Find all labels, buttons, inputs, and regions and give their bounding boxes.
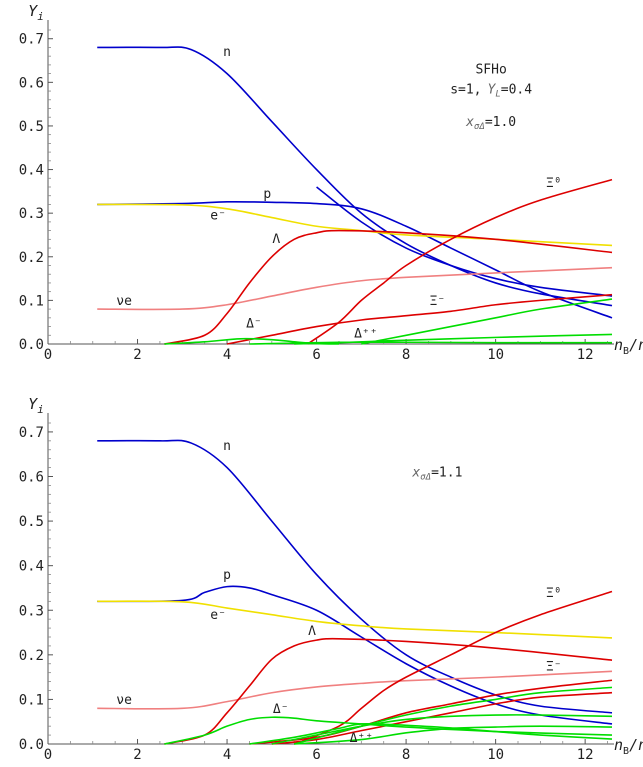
y-tick-label: 0.6 [19,75,44,91]
curve-label: Λ [308,624,316,639]
curve-label: Δ⁻ [273,702,289,717]
x-tick-label: 8 [402,347,410,363]
y-tick-label: 0.1 [19,692,44,708]
x-tick-label: 8 [402,747,410,763]
curve-label: n [223,45,231,60]
y-tick-label: 0.6 [19,470,44,486]
curve-label: νe [116,294,132,309]
y-tick-label: 0.3 [19,206,44,222]
curve-label: e⁻ [210,209,226,224]
series-line [271,714,613,745]
series-line [307,178,613,345]
series-line [97,46,613,307]
curve-label: p [263,187,271,202]
y-tick-label: 0.7 [19,425,44,441]
series-line [249,341,613,345]
y-tick-label: 0.4 [19,559,44,575]
series-line [97,203,613,247]
y-tick-label: 0.7 [19,32,44,48]
y-tick-label: 0.0 [19,737,44,753]
x-tick-label: 4 [223,347,231,363]
curve-label: Λ [272,232,280,247]
series-line [97,266,613,311]
curve-label: Ξ⁰ [546,176,562,191]
curve-label: n [223,439,231,454]
series-line [226,293,613,345]
curve-label: Ξ⁻ [430,294,446,309]
x-tick-label: 4 [223,747,231,763]
y-tick-label: 0.5 [19,514,44,530]
x-tick-label: 12 [577,747,594,763]
curve-label: e⁻ [210,608,226,623]
curve-label: Δ⁻ [246,316,262,331]
x-tick-label: 2 [133,747,141,763]
y-tick-label: 0.0 [19,337,44,353]
y-tick-label: 0.2 [19,648,44,664]
series-line [164,637,613,745]
series-line [97,200,613,319]
x-tick-label: 2 [133,347,141,363]
y-axis-label: Yi [28,395,44,416]
series-line [249,679,613,745]
series-line [97,439,613,714]
x-tick-label: 6 [312,347,320,363]
series-line [294,725,613,745]
series-line [97,585,613,725]
x-tick-label: 6 [312,747,320,763]
y-tick-label: 0.2 [19,250,44,266]
y-tick-label: 0.1 [19,293,44,309]
chart-title-model: SFHo [475,63,506,78]
x-tick-label: 10 [487,747,504,763]
x-tick-label: 10 [487,347,504,363]
parameter-label: xσΔ=1.1 [411,466,462,483]
x-tick-label: 0 [44,747,52,763]
y-tick-label: 0.5 [19,119,44,135]
series-line [316,186,613,297]
series-line [293,590,613,745]
y-tick-label: 0.4 [19,163,44,179]
curve-label: Δ⁺⁺ [350,731,373,746]
curve-label: Ξ⁻ [546,659,562,674]
x-tick-label: 0 [44,347,52,363]
x-axis-label: nB/n0 [614,336,643,357]
series-line [164,229,613,345]
series-line [361,298,613,345]
chart-panel-bottom: 0.0 0.1 0.2 0.3 0.4 0.5 0.6 0.7 0 2 4 6 8 10 12 Yi nB/n0… [19,395,643,763]
curve-label: p [223,568,231,583]
curve-label: Ξ⁰ [546,586,562,601]
series-line [164,716,613,745]
chart-panel-top: 0.0 0.1 0.2 0.3 0.4 0.5 0.6 0.7 0 2 4 6 8 10 12 Yi nB/n0… [19,2,643,363]
series-line [97,600,613,639]
y-tick-label: 0.3 [19,603,44,619]
curve-label: νe [116,693,132,708]
y-axis-label: Yi [28,2,44,23]
curve-label: Δ⁺⁺ [354,326,377,341]
x-tick-label: 12 [577,347,594,363]
parameter-label: xσΔ=1.0 [465,115,516,132]
series-line [249,723,613,745]
x-axis-label: nB/n0 [614,736,643,757]
chart-title-params: s=1, YL=0.4 [450,83,532,100]
series-line [97,670,613,710]
